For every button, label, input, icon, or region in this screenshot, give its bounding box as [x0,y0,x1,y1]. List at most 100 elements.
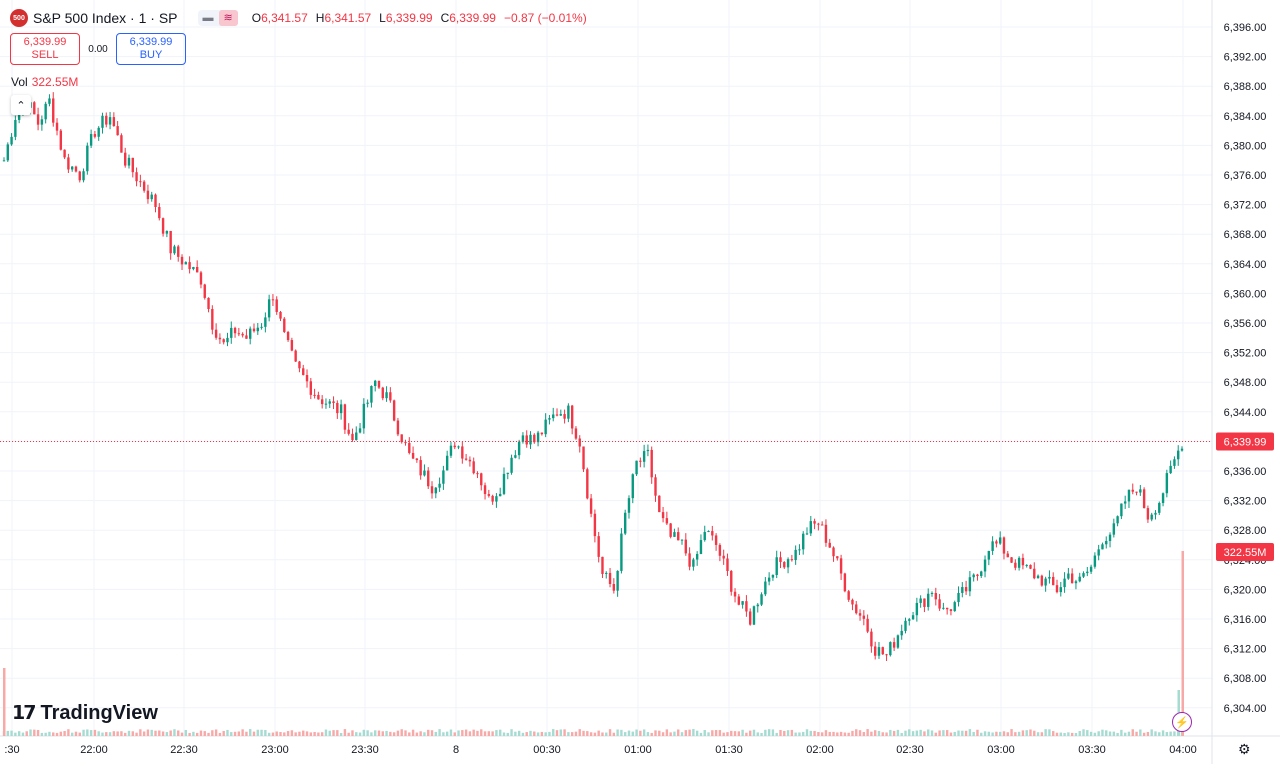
volume-bar [21,732,25,736]
wave-style-icon[interactable]: ≋ [218,10,238,26]
candle-body [245,335,248,339]
volume-bar [461,730,464,736]
time-tick-label: 02:00 [806,744,834,756]
candle-body [779,557,782,563]
volume-bar [582,730,585,736]
volume-bar [48,731,51,736]
candle-body [612,584,616,591]
candle-body [294,350,297,362]
candle-body [976,574,979,577]
volume-bar [290,730,294,736]
volume-bar [885,732,888,736]
volume-bar [52,732,55,736]
sell-button[interactable]: 6,339.99 SELL [10,33,80,65]
candle-body [55,122,59,131]
candle-body [1135,491,1138,493]
candle-body [514,455,517,458]
volume-bar [241,729,244,736]
candle-body [142,181,146,191]
volume-bar [703,729,706,736]
price-tick-label: 6,312.00 [1224,644,1267,656]
candle-body [1150,514,1153,520]
volume-bar [17,731,21,736]
volume-bar [597,730,600,736]
volume-bar [347,732,350,736]
volume-legend[interactable]: Vol 322.55M [11,75,78,89]
symbol-title[interactable]: S&P 500 Index · 1 · SP [33,10,178,26]
volume-bar [786,730,790,736]
volume-bar [55,732,59,736]
candle-body [230,327,233,338]
volume-bar [101,732,104,736]
volume-bar [570,732,574,736]
volume-bar [218,732,222,736]
candle-body [616,570,619,591]
candle-body [847,591,850,600]
volume-bar [495,730,498,736]
volume-bar [468,731,472,736]
price-tick-label: 6,308.00 [1224,673,1267,685]
chart-style-toggle[interactable]: ▬ ≋ [197,10,238,26]
tradingview-logo[interactable]: 𝟭𝟳 TradingView [12,702,158,725]
volume-bar [381,731,384,736]
candle-body [885,654,888,656]
candle-body [752,606,756,625]
volume-bar [745,732,748,736]
candle-body [506,472,509,474]
candle-body [218,337,222,340]
line-style-icon[interactable]: ▬ [202,12,214,24]
candle-body [654,477,657,496]
chevron-up-icon[interactable]: ⌃ [11,95,31,115]
volume-bar [964,730,968,736]
volume-bar [688,729,691,736]
volume-bar [847,732,850,736]
volume-bar [677,729,680,736]
volume-bar [78,732,81,736]
candle-body [67,157,70,170]
candle-body [1040,575,1044,586]
volume-bar [112,731,116,736]
volume-bar [108,732,112,736]
candle-body [377,380,381,388]
candle-body [392,400,396,421]
volume-bar [267,732,271,736]
volume-bar [279,731,282,736]
volume-bar [177,730,180,736]
volume-bar [286,731,290,736]
candle-body [252,328,256,332]
volume-bar [934,732,937,736]
volume-bar [942,730,945,736]
volume-bar [968,729,972,736]
candle-body [529,434,532,445]
volume-bar [1112,731,1116,736]
volume-bar [89,730,93,736]
volume-bar [184,730,188,736]
candle-body [415,458,419,461]
candle-body [718,544,722,556]
gear-icon[interactable]: ⚙ [1238,741,1251,757]
candle-body [241,333,244,336]
candle-body [764,581,767,595]
time-axis[interactable]: :30 22:00 22:30 23:00 23:30 8 00:30 01:00 01:30 0… [4,744,1196,756]
candle-body [991,541,994,551]
candle-body [127,157,131,166]
volume-bar [900,732,903,736]
candle-body [120,135,123,153]
last-price-tag: 6,339.99 [1216,432,1274,451]
price-axis[interactable]: 6,396.00 6,392.00 6,388.00 6,384.00 6,380.00… [1224,22,1267,715]
candle-body [14,119,17,137]
buy-button[interactable]: 6,339.99 BUY [116,33,186,65]
candle-body [964,587,968,592]
volume-bar [915,730,919,736]
candlesticks [2,92,1184,661]
lightning-icon[interactable]: ⚡ [1172,712,1192,732]
last-price-label: 6,339.99 [1224,436,1267,448]
candle-body [226,337,229,343]
volume-bar [540,731,544,736]
candle-body [1105,540,1108,545]
volume-bar [442,732,445,736]
volume-bar [245,731,248,736]
candle-body [305,374,309,382]
candle-body [173,246,176,254]
